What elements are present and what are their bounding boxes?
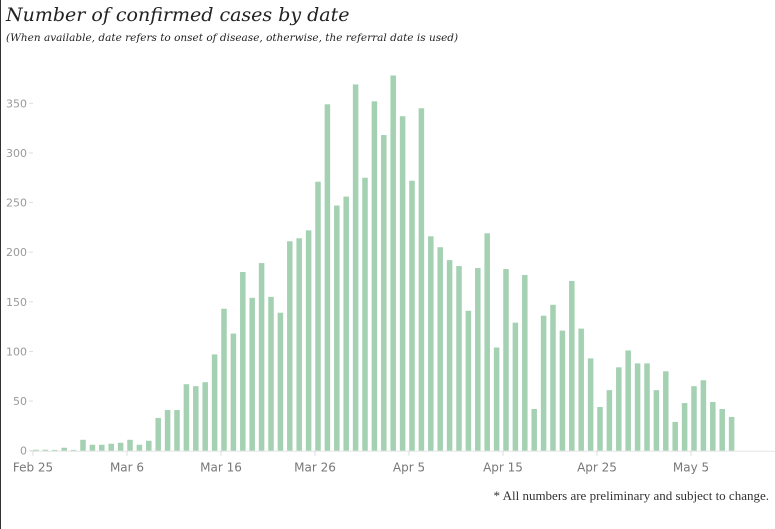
bar (80, 439, 86, 451)
x-tick-label: Apr 25 (577, 461, 617, 475)
bar (691, 386, 697, 451)
bar (719, 409, 725, 451)
bar (503, 269, 509, 451)
x-tick-label: Mar 6 (110, 461, 144, 475)
bar (352, 84, 359, 451)
bar (70, 449, 77, 451)
bar (315, 181, 321, 451)
y-tick-label: 100 (6, 345, 27, 358)
bar (616, 367, 622, 451)
bar (475, 268, 481, 451)
bar (663, 371, 669, 451)
bar (89, 444, 96, 451)
bar (587, 358, 594, 451)
bar (540, 315, 547, 451)
bar (33, 449, 39, 451)
bar (512, 322, 519, 451)
x-tick-label: Feb 25 (13, 461, 53, 475)
chart-subtitle: (When available, date refers to onset of… (6, 32, 459, 44)
bar (174, 410, 180, 451)
bar (371, 101, 378, 451)
bar (249, 297, 255, 451)
y-tick-label: 350 (6, 97, 27, 110)
bar (343, 196, 349, 451)
bar (681, 403, 688, 451)
x-tick-label: Mar 16 (200, 461, 242, 475)
bar (606, 390, 613, 451)
bar (230, 333, 237, 451)
bar (258, 263, 265, 451)
bar (531, 409, 537, 451)
bar (155, 417, 161, 451)
left-border (0, 0, 1, 529)
bar (465, 310, 472, 451)
bar (653, 390, 660, 451)
bar (550, 304, 556, 451)
y-tick-label: 300 (6, 147, 27, 160)
bar (644, 363, 650, 451)
footnote: * All numbers are preliminary and subjec… (493, 488, 769, 503)
y-tick-label: 150 (6, 296, 27, 309)
bar (164, 410, 171, 451)
bar (183, 384, 190, 451)
bar (409, 180, 415, 451)
bar (240, 272, 246, 451)
bar (437, 247, 443, 451)
bar (117, 442, 124, 451)
bar (381, 135, 387, 451)
y-tick-label: 200 (6, 246, 27, 259)
bar (578, 328, 584, 451)
chart-title: Number of confirmed cases by date (6, 4, 350, 26)
bar (446, 260, 453, 451)
bar (202, 382, 208, 451)
y-tick-label: 250 (6, 197, 27, 210)
y-tick-label: 50 (13, 395, 27, 408)
bar (362, 177, 368, 451)
bar (418, 108, 425, 451)
bar (634, 363, 641, 451)
bar (42, 449, 49, 451)
bar (456, 266, 462, 451)
bar (99, 444, 105, 451)
bar (146, 440, 152, 451)
x-tick-label: Apr 15 (483, 461, 523, 475)
bar (61, 447, 67, 451)
bar (390, 75, 396, 451)
bar (277, 312, 284, 451)
bar (287, 241, 293, 451)
bar (334, 205, 340, 451)
x-tick-label: May 5 (673, 461, 709, 475)
bar (700, 380, 707, 451)
bar (428, 236, 434, 451)
bar (108, 443, 114, 451)
bar (728, 416, 735, 451)
x-tick-label: Apr 5 (393, 461, 425, 475)
bar (569, 280, 575, 451)
bar (305, 230, 312, 451)
bar (672, 421, 678, 451)
bar (127, 439, 133, 451)
bar (296, 238, 302, 451)
bar (625, 350, 631, 451)
bar (493, 347, 500, 451)
bar (221, 308, 227, 451)
bar (597, 407, 603, 451)
x-tick-label: Mar 26 (294, 461, 336, 475)
bar (324, 104, 331, 451)
bar (52, 449, 58, 451)
bar (193, 386, 199, 451)
bar (559, 330, 566, 451)
bar (484, 233, 490, 451)
bar (522, 275, 528, 451)
bar (710, 402, 716, 451)
bar (399, 116, 406, 451)
bar (268, 296, 274, 451)
y-tick-label: 0 (20, 445, 27, 458)
bar (136, 444, 143, 451)
bar (211, 354, 218, 451)
